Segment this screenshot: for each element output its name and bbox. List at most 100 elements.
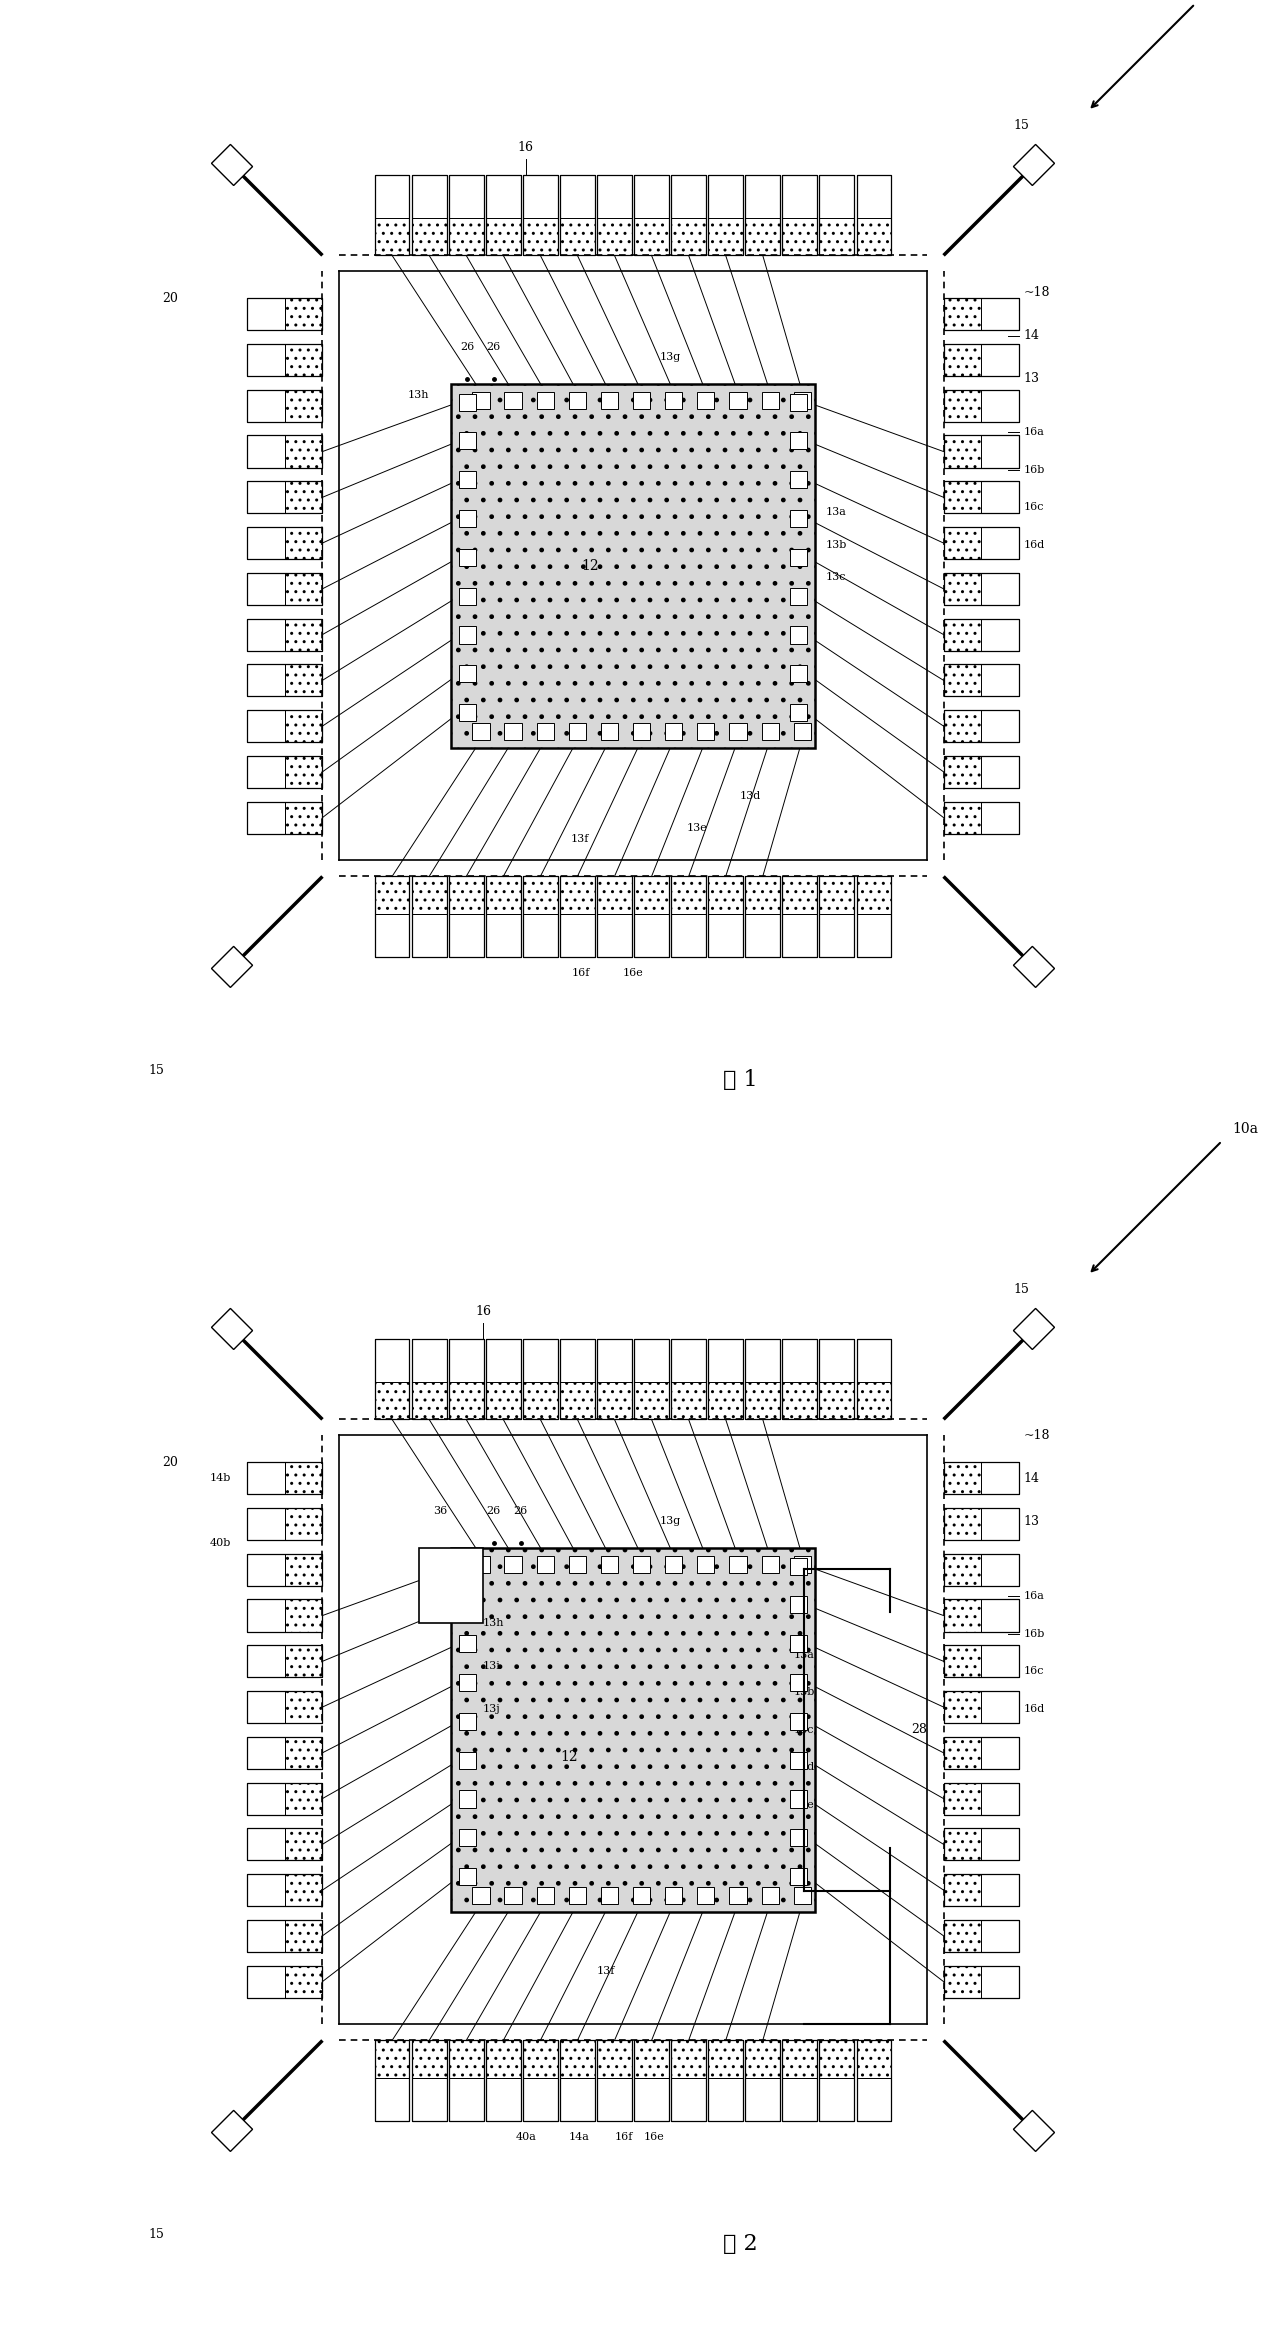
Bar [790, 1830, 806, 1846]
Bar [782, 219, 818, 256]
Bar [568, 722, 586, 740]
Bar [247, 298, 285, 331]
Bar [523, 175, 558, 219]
Bar [560, 219, 595, 256]
Bar [247, 1874, 285, 1907]
Bar [943, 1553, 981, 1585]
Bar [472, 391, 490, 410]
Bar [375, 2079, 409, 2121]
Bar [790, 1790, 806, 1807]
Bar [448, 1383, 484, 1420]
Bar [486, 875, 520, 915]
Bar [634, 219, 668, 256]
Bar [451, 384, 815, 747]
Text: 16e: 16e [623, 968, 643, 978]
Text: 16d: 16d [1024, 1704, 1046, 1713]
Bar [981, 298, 1019, 331]
Bar [790, 1597, 806, 1613]
Bar [598, 2079, 632, 2121]
Text: 10a: 10a [1233, 1122, 1258, 1136]
Bar [708, 875, 743, 957]
Bar [247, 1462, 323, 1495]
Bar [247, 1827, 285, 1860]
Bar [598, 2039, 632, 2121]
Bar [448, 875, 484, 915]
Text: 13e: 13e [794, 1800, 814, 1809]
Bar [943, 1509, 981, 1541]
Bar [247, 1509, 285, 1541]
Bar [819, 175, 855, 256]
Bar [460, 1790, 476, 1807]
Bar [247, 1783, 285, 1814]
Bar [285, 482, 323, 514]
Bar [943, 1462, 1019, 1495]
Bar [782, 1339, 818, 1383]
Text: 26: 26 [486, 342, 501, 352]
Bar [247, 573, 285, 605]
Bar [247, 710, 323, 743]
Bar [537, 391, 553, 410]
Bar [857, 875, 891, 915]
Text: 13h: 13h [408, 389, 429, 400]
Bar [633, 1886, 651, 1904]
Bar [819, 915, 855, 957]
Bar [790, 1557, 806, 1574]
Bar [504, 1886, 522, 1904]
Bar [448, 175, 484, 256]
Bar [943, 1599, 1019, 1632]
Text: 20: 20 [162, 291, 179, 305]
Bar [819, 875, 855, 915]
Bar [448, 175, 484, 219]
Bar [943, 345, 1019, 377]
Bar [857, 2039, 891, 2121]
Bar [285, 1921, 323, 1951]
Bar [782, 1383, 818, 1420]
Bar [746, 875, 780, 915]
Bar [486, 915, 520, 957]
Bar [819, 2039, 855, 2121]
Bar [782, 175, 818, 219]
Bar [285, 757, 323, 787]
Bar [762, 391, 779, 410]
Text: 13c: 13c [794, 1725, 814, 1734]
Bar [794, 1555, 810, 1574]
Text: 13a: 13a [825, 508, 847, 517]
Bar [460, 703, 476, 722]
Bar [746, 1339, 780, 1383]
Bar [634, 915, 668, 957]
Bar [981, 1462, 1019, 1495]
Bar [746, 175, 780, 219]
Bar [665, 722, 682, 740]
Bar [375, 2039, 409, 2079]
Bar [671, 2079, 706, 2121]
Bar [375, 915, 409, 957]
Bar [523, 2039, 558, 2079]
Bar [247, 619, 285, 650]
Bar [375, 175, 409, 219]
Text: ~18: ~18 [1024, 286, 1051, 300]
Bar [598, 175, 632, 256]
Bar [601, 1555, 618, 1574]
Bar [247, 298, 323, 331]
Bar [560, 1339, 595, 1420]
Bar [943, 345, 981, 377]
Bar [247, 1921, 323, 1951]
Bar [943, 1737, 981, 1769]
Bar [486, 1339, 520, 1420]
Bar [857, 175, 891, 256]
Bar [411, 915, 447, 957]
Bar [819, 219, 855, 256]
Bar [411, 1339, 447, 1383]
Bar [523, 219, 558, 256]
Bar [285, 526, 323, 559]
Text: 13: 13 [1024, 1516, 1039, 1527]
Bar [671, 1339, 706, 1420]
Bar [634, 175, 668, 256]
Text: 14: 14 [1024, 328, 1039, 342]
Text: 26: 26 [514, 1506, 528, 1516]
Text: 13c: 13c [825, 573, 846, 582]
Bar [819, 2079, 855, 2121]
Bar [782, 875, 818, 915]
Bar [943, 1827, 981, 1860]
Bar [729, 1555, 747, 1574]
